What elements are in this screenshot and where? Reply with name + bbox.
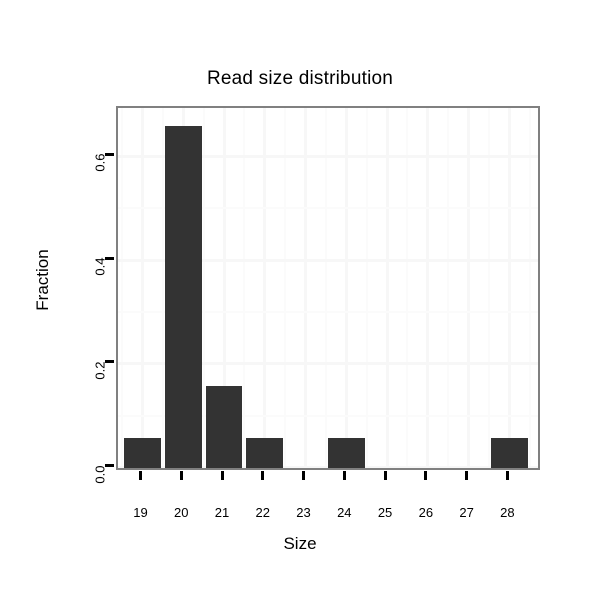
gridline-v-major: [304, 108, 308, 468]
bar: [205, 385, 243, 468]
chart-title: Read size distribution: [206, 68, 394, 89]
x-tick: [179, 471, 183, 480]
gridline-v-minor: [243, 108, 246, 468]
x-tick: [220, 471, 224, 480]
x-tick: [505, 471, 509, 480]
x-tick: [383, 471, 387, 480]
y-tick-label: 0.6: [92, 153, 108, 172]
y-axis-label: Fraction: [33, 249, 52, 311]
gridline-v-minor: [121, 108, 124, 468]
y-tick: [105, 464, 114, 468]
x-tick-label: 19: [133, 505, 148, 520]
gridline-v-major: [426, 108, 430, 468]
bar: [246, 437, 284, 468]
plot-panel: [116, 106, 540, 470]
x-tick-label: 27: [459, 505, 474, 520]
gridline-v-major: [222, 108, 226, 468]
bar: [491, 437, 528, 468]
x-tick: [424, 471, 428, 480]
gridline-h-major: [118, 362, 538, 366]
x-tick: [302, 471, 306, 480]
gridline-v-minor: [365, 108, 368, 468]
gridline-h-major: [118, 258, 538, 262]
x-tick: [465, 471, 469, 480]
gridline-v-major: [140, 108, 144, 468]
gridline-h-minor: [118, 207, 538, 210]
y-tick: [105, 152, 114, 156]
x-tick-label: 25: [377, 505, 393, 520]
gridline-v-minor: [528, 108, 531, 468]
x-tick-label: 28: [500, 505, 515, 520]
x-axis-label: Size: [283, 534, 317, 553]
gridline-v-minor: [406, 108, 409, 468]
bars-layer: [118, 108, 538, 468]
gridline-v-major: [344, 108, 348, 468]
gridline-h-minor: [118, 311, 538, 314]
bar: [164, 126, 202, 468]
gridline-v-minor: [161, 108, 164, 468]
gridline-h-major: [118, 154, 538, 158]
y-tick-label: 0.2: [92, 361, 108, 380]
x-tick-label: 24: [337, 505, 352, 520]
x-tick-label: 26: [418, 505, 434, 520]
x-tick-label: 21: [214, 505, 230, 520]
gridline-v-major: [263, 108, 267, 468]
gridline-v-major: [507, 108, 511, 468]
x-tick-label: 23: [296, 505, 311, 520]
x-tick: [138, 471, 142, 480]
y-tick-label: 0.4: [92, 257, 108, 276]
gridline-h-minor: [118, 414, 538, 417]
bar: [124, 437, 161, 468]
x-tick-label: 22: [255, 505, 270, 520]
gridlines: [118, 108, 538, 468]
gridline-v-minor: [447, 108, 450, 468]
gridline-v-minor: [202, 108, 205, 468]
gridline-v-minor: [324, 108, 327, 468]
x-tick: [261, 471, 265, 480]
y-tick: [105, 256, 114, 260]
x-tick: [342, 471, 346, 480]
y-tick: [105, 360, 114, 364]
y-tick-label: 0.0: [92, 465, 108, 484]
gridline-v-major: [467, 108, 471, 468]
gridline-v-minor: [284, 108, 287, 468]
gridline-v-major: [385, 108, 389, 468]
bar: [327, 437, 365, 468]
gridline-v-minor: [488, 108, 490, 468]
x-tick-label: 20: [173, 505, 189, 520]
